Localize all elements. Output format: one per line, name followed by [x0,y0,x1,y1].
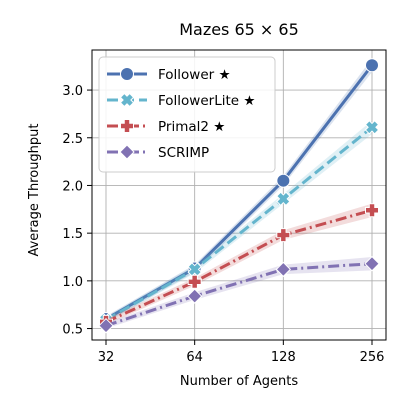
x-tick-label: 32 [98,350,115,365]
axes-frame [91,49,387,341]
y-axis-label: Average Throughput [27,123,42,256]
legend-marker [119,92,135,108]
series-line [105,262,373,328]
data-point [187,274,202,289]
data-point [276,228,291,243]
data-point [364,120,380,135]
legend-label: SCRIMP [158,145,209,161]
legend-marker [120,119,134,133]
y-tick-label: 2.5 [62,132,83,147]
confidence-band [106,257,372,329]
y-tick-label: 1.5 [62,227,83,242]
data-point [364,255,380,272]
data-point [186,288,203,304]
confidence-band [106,203,372,325]
confidence-band [106,120,372,323]
data-point [365,58,379,73]
y-tick-label: 3.0 [62,84,83,99]
x-axis-label: Number of Agents [180,374,298,389]
legend-label: FollowerLite ★ [158,93,255,109]
data-point [98,317,114,334]
data-point [365,203,379,218]
plot-area: 32 64 128 256 0.5 1.0 1.5 2.0 2.5 3.0 Follower ★ Fo… [62,49,387,365]
series-line [105,126,373,322]
legend-label: Primal2 ★ [158,119,225,135]
series-line [105,208,373,324]
chart-title: Mazes 65 × 65 [179,20,299,39]
data-point [276,173,291,188]
y-tick-label: 1.0 [62,275,83,290]
legend-marker [120,67,134,81]
legend-marker [119,144,135,160]
x-tick-label: 256 [360,350,385,365]
y-tick-label: 0.5 [62,323,83,338]
data-point [276,191,291,207]
x-tick-label: 64 [186,350,203,365]
legend-box [98,56,276,173]
x-tick-label: 128 [271,350,296,365]
y-tick-label: 2.0 [62,179,83,194]
legend-label: Follower ★ [158,67,231,83]
data-point [275,261,292,278]
